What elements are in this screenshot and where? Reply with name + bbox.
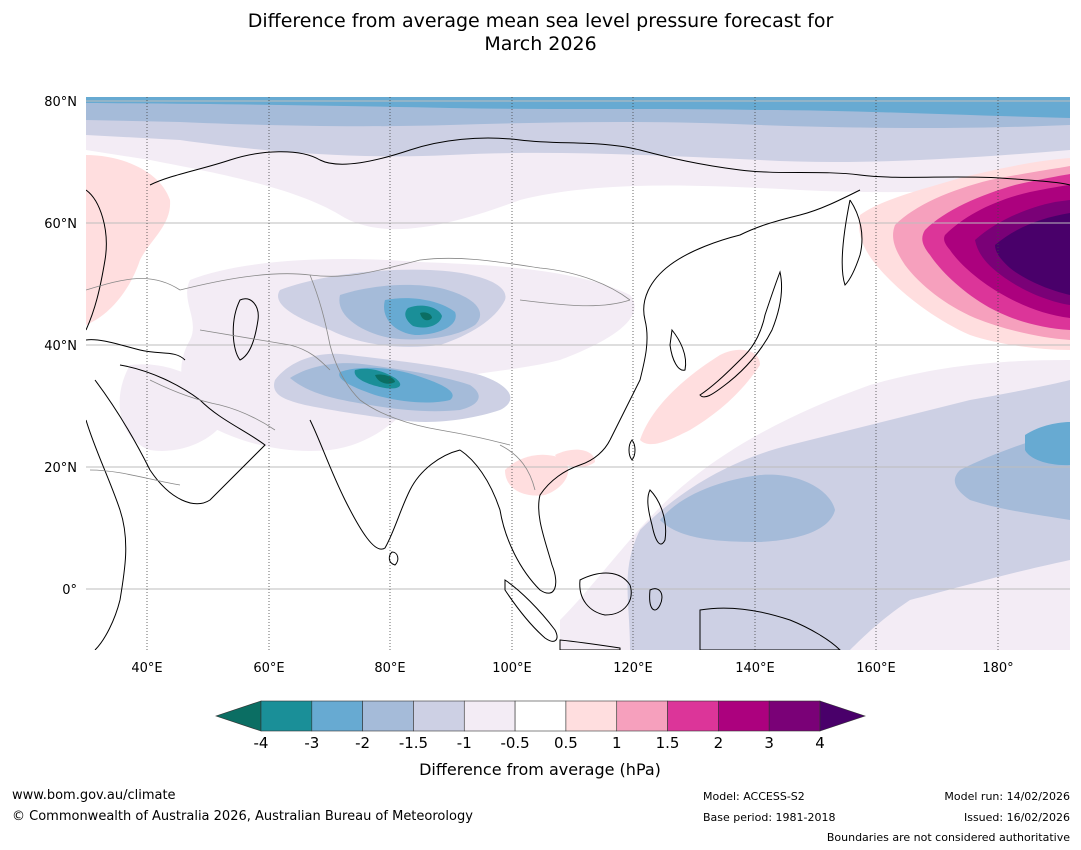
colorbar-tick-label: 1 <box>612 734 622 752</box>
lat-label-60n: 60°N <box>44 217 77 232</box>
colorbar-label: Difference from average (hPa) <box>419 760 661 779</box>
taiwan <box>628 439 636 461</box>
colorbar-cell <box>260 700 313 732</box>
india-coastline <box>309 419 461 550</box>
lat-label-0: 0° <box>62 583 77 598</box>
mediterranean-coastline <box>86 339 186 361</box>
kamchatka <box>841 199 863 286</box>
border-line-1 <box>179 257 631 301</box>
colorbar-tick-label: -3 <box>304 734 319 752</box>
lon-label-60e: 60°E <box>253 661 284 676</box>
website-link[interactable]: www.bom.gov.au/climate <box>12 788 176 803</box>
colorbar-tick-label: -4 <box>254 734 269 752</box>
colorbar-cell <box>413 700 465 732</box>
lat-label-80n: 80°N <box>44 95 77 110</box>
border-line-5 <box>519 299 631 307</box>
colorbar-cell <box>616 700 668 732</box>
border-line-4 <box>149 379 276 431</box>
lon-label-180: 180° <box>982 661 1013 676</box>
colorbar-cell <box>565 700 618 732</box>
country-borders <box>86 257 631 491</box>
colorbar-tick-label: -2 <box>355 734 370 752</box>
borneo <box>579 572 632 616</box>
pacific-anomaly-5 <box>1025 422 1070 466</box>
japan <box>699 270 783 398</box>
chart-title: Difference from average mean sea level p… <box>0 10 1081 56</box>
model-run-date: Model run: 14/02/2026 <box>944 790 1070 803</box>
lon-label-120e: 120°E <box>613 661 653 676</box>
colorbar-tick-label: 1.5 <box>656 734 680 752</box>
europe-coastline <box>86 189 107 331</box>
boundaries-disclaimer: Boundaries are not considered authoritat… <box>826 831 1070 844</box>
colorbar-high-extension <box>819 700 866 732</box>
pacific-anomaly-3 <box>660 474 835 542</box>
copyright-notice: © Commonwealth of Australia 2026, Austra… <box>12 809 473 824</box>
sulawesi <box>649 588 663 611</box>
new-guinea <box>699 607 841 650</box>
colorbar-tick-label: -1.5 <box>399 734 428 752</box>
longitude-labels: 40°E 60°E 80°E 100°E 120°E 140°E 160°E 1… <box>131 661 1013 676</box>
colorbar-tick-label: 0.5 <box>554 734 578 752</box>
java <box>559 639 621 650</box>
sri-lanka <box>388 551 399 566</box>
colorbar-cell <box>463 700 516 732</box>
border-line-6 <box>499 444 536 491</box>
colorbar-tick-label: -1 <box>457 734 472 752</box>
north-pacific-high-6 <box>995 213 1070 295</box>
caspian-sea <box>232 298 259 361</box>
issued-date: Issued: 16/02/2026 <box>963 811 1070 824</box>
base-period: Base period: 1981-2018 <box>703 811 836 824</box>
europe-positive-anomaly <box>86 155 171 325</box>
lon-label-100e: 100°E <box>492 661 532 676</box>
border-line-7 <box>86 278 181 291</box>
colorbar-cell <box>768 700 821 732</box>
colorbar-cell <box>362 700 414 732</box>
model-name: Model: ACCESS-S2 <box>703 790 805 803</box>
indochina-positive-anomaly <box>505 454 569 496</box>
colorbar: -4 -3 -2 -1.5 -1 -0.5 0.5 1 1.5 2 3 4 Difference fr… <box>215 700 866 779</box>
sumatra <box>504 579 558 642</box>
lat-label-40n: 40°N <box>44 339 77 354</box>
border-line-8 <box>89 469 181 486</box>
colorbar-cell <box>667 700 719 732</box>
colorbar-low-extension <box>215 700 262 732</box>
korea <box>669 328 687 371</box>
title-line-1: Difference from average mean sea level p… <box>247 10 834 32</box>
arabia-coastline <box>94 364 266 505</box>
lon-label-80e: 80°E <box>374 661 405 676</box>
colorbar-cell <box>311 700 363 732</box>
border-line-2 <box>309 274 511 446</box>
lon-label-40e: 40°E <box>131 661 162 676</box>
colorbar-tick-label: 2 <box>714 734 724 752</box>
colorbar-tick-label: -0.5 <box>500 734 529 752</box>
title-line-2: March 2026 <box>484 33 597 55</box>
pacific-anomaly-2 <box>627 380 1070 650</box>
southeast-asia-coastline <box>459 439 611 594</box>
japan-positive-anomaly <box>640 349 760 445</box>
lat-label-20n: 20°N <box>44 461 77 476</box>
colorbar-cell <box>718 700 770 732</box>
border-line-3 <box>199 329 331 371</box>
lon-label-140e: 140°E <box>735 661 775 676</box>
northern-coastline <box>149 137 1070 186</box>
pressure-anomaly-shading <box>86 97 1070 650</box>
colorbar-tick-label: 3 <box>764 734 774 752</box>
graticule <box>86 97 1070 650</box>
colorbar-tick-label: 4 <box>815 734 825 752</box>
africa-coastline <box>86 419 127 650</box>
coastlines <box>86 137 1070 650</box>
arctic-anomaly-4 <box>86 97 1070 118</box>
tianshan-anomaly-5 <box>420 312 432 321</box>
latitude-labels: 80°N 60°N 40°N 20°N 0° <box>44 95 77 598</box>
colorbar-cell <box>514 700 567 732</box>
philippines <box>647 489 667 545</box>
lon-label-160e: 160°E <box>856 661 896 676</box>
china-coastline <box>609 189 861 441</box>
